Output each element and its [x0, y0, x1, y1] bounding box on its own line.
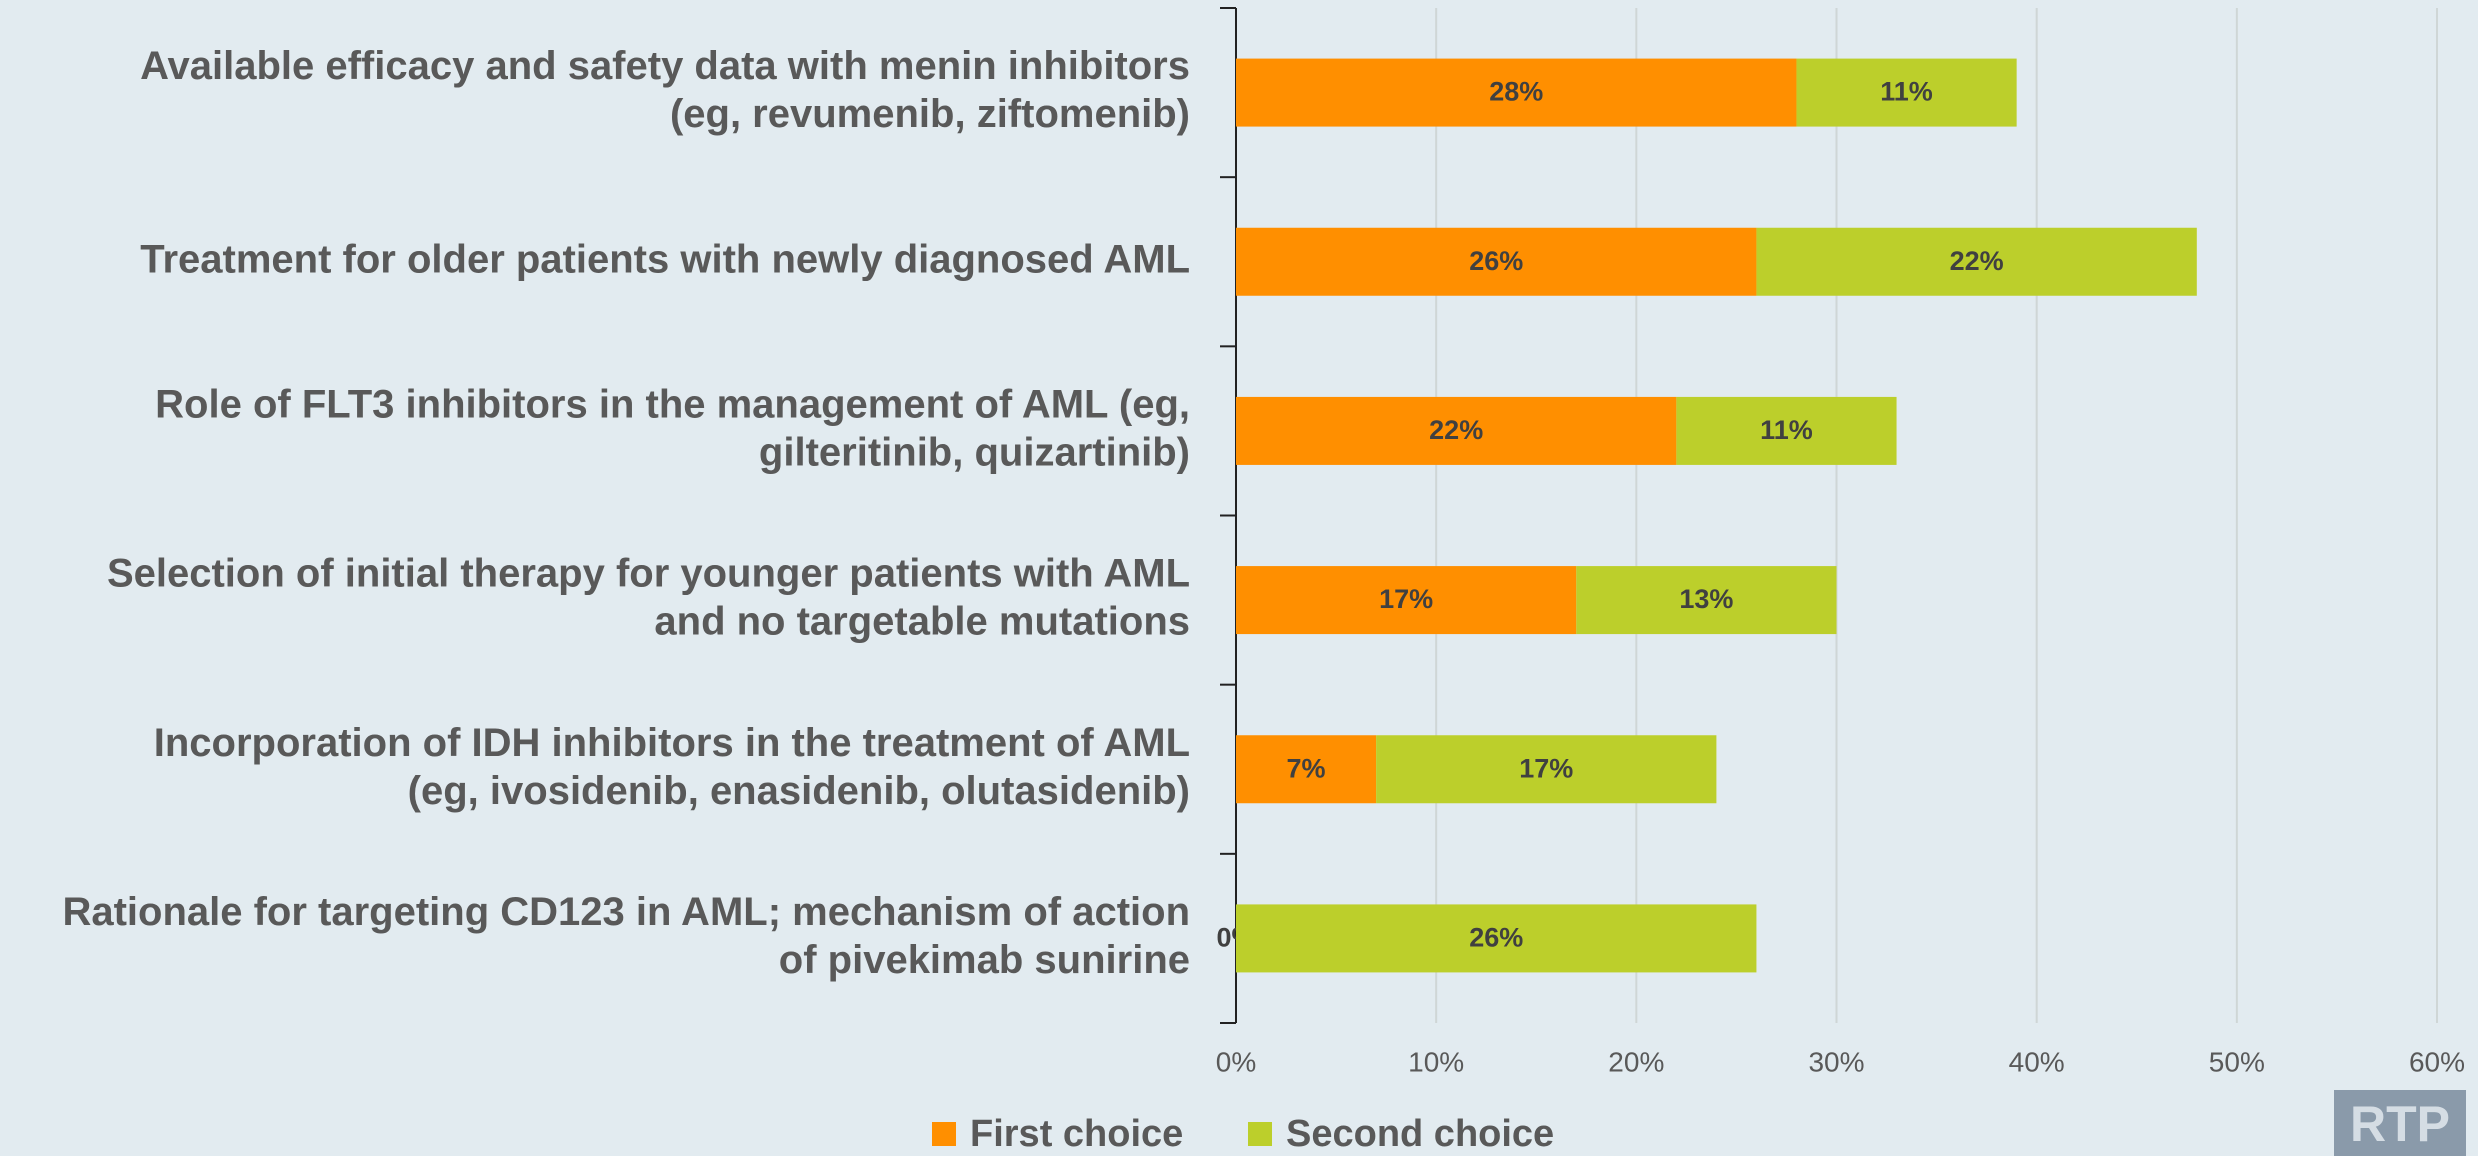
value-label: 17% [1519, 753, 1573, 783]
x-tick-label: 20% [1608, 1046, 1664, 1077]
category-label: Available efficacy and safety data with … [140, 44, 1190, 88]
category-label: (eg, ivosidenib, enasidenib, olutasideni… [408, 769, 1190, 813]
category-label: Selection of initial therapy for younger… [107, 552, 1190, 596]
x-tick-label: 0% [1216, 1046, 1256, 1077]
x-tick-label: 10% [1408, 1046, 1464, 1077]
bar-segment [1236, 396, 1677, 465]
value-label: 17% [1379, 584, 1433, 614]
legend-label: Second choice [1286, 1113, 1554, 1155]
legend-label: First choice [970, 1113, 1183, 1155]
bar-segment [1676, 396, 1897, 465]
bar-segment [1236, 566, 1577, 635]
value-label: 26% [1469, 923, 1523, 953]
bar-segment [1236, 735, 1377, 804]
value-label: 26% [1469, 246, 1523, 276]
category-label: and no targetable mutations [654, 600, 1190, 644]
bar-segment [1236, 227, 1757, 296]
legend-swatch [1248, 1122, 1272, 1146]
category-label: Role of FLT3 inhibitors in the managemen… [155, 382, 1190, 426]
category-label: gilteritinib, quizartinib) [759, 430, 1190, 474]
legend-swatch [932, 1122, 956, 1146]
bar-segment [1756, 227, 2197, 296]
value-label: 28% [1489, 77, 1543, 107]
bar-segment [1576, 566, 1837, 635]
bar-segment [1236, 58, 1797, 127]
category-label: Treatment for older patients with newly … [140, 237, 1190, 281]
bar-segment [1236, 904, 1757, 973]
x-tick-label: 30% [1808, 1046, 1864, 1077]
x-tick-label: 60% [2409, 1046, 2465, 1077]
x-tick-label: 50% [2209, 1046, 2265, 1077]
x-tick-label: 40% [2009, 1046, 2065, 1077]
category-label: Incorporation of IDH inhibitors in the t… [154, 721, 1190, 765]
logo: RTP [2350, 1096, 2450, 1152]
value-label: 13% [1679, 584, 1733, 614]
category-label: Rationale for targeting CD123 in AML; me… [62, 890, 1190, 934]
value-label: 7% [1287, 753, 1326, 783]
value-label: 22% [1429, 415, 1483, 445]
bar-segment [1796, 58, 2017, 127]
category-label: (eg, revumenib, ziftomenib) [670, 92, 1190, 136]
category-label: of pivekimab sunirine [779, 938, 1190, 982]
value-label: 11% [1760, 415, 1813, 445]
value-label: 22% [1950, 246, 2004, 276]
bar-segment [1376, 735, 1717, 804]
logo-box [2334, 1090, 2466, 1156]
value-label: 11% [1880, 77, 1933, 107]
